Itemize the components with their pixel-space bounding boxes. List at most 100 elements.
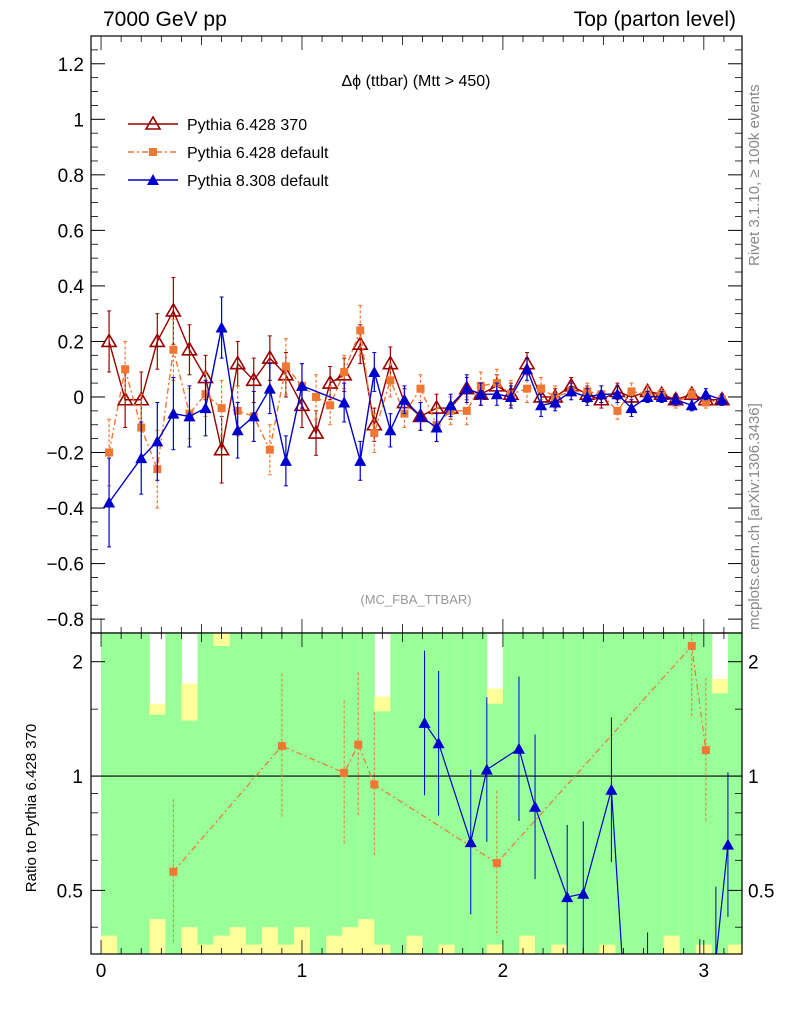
ratio-series-pythia-8-308-default: [418, 650, 734, 954]
data-point: [685, 399, 698, 411]
ratio-y-tick-label-right: 1: [748, 767, 759, 788]
data-point: [229, 355, 247, 370]
data-point: [121, 365, 130, 374]
y-tick-label: −0.8: [46, 610, 84, 631]
data-point: [103, 496, 116, 508]
uncertainty-band-inner: [117, 633, 134, 954]
data-point: [549, 396, 562, 408]
main-panel: −0.8 −0.6 −0.4 −0.2 0 0.2 0.4 0.6 0.8 1 1.2 Δϕ (tt…: [46, 35, 743, 634]
data-point: [247, 410, 260, 422]
ratio-point: [721, 838, 734, 850]
data-point: [312, 392, 321, 401]
uncertainty-band-inner: [101, 633, 118, 936]
data-point: [116, 391, 134, 406]
data-point: [386, 376, 395, 385]
data-point: [521, 363, 534, 375]
x-tick-label: 3: [699, 961, 710, 982]
uncertainty-band-inner: [583, 633, 600, 954]
data-point: [595, 388, 608, 400]
uncertainty-band-inner: [727, 633, 742, 945]
data-point: [490, 388, 503, 400]
uncertainty-band-inner: [293, 633, 311, 928]
data-point: [261, 349, 279, 364]
data-point: [135, 452, 148, 464]
ratio-point: [354, 740, 363, 749]
data-point: [215, 321, 228, 333]
legend-entry-pythia-6-428-370: Pythia 6.428 370: [128, 115, 307, 134]
uncertainty-band-inner: [133, 633, 150, 954]
data-point: [326, 401, 335, 410]
data-point: [715, 393, 728, 405]
data-point: [281, 362, 290, 371]
legend-marker: [147, 174, 159, 185]
uncertainty-band-inner: [663, 633, 681, 936]
data-point: [340, 367, 349, 376]
uncertainty-band-inner: [567, 633, 584, 954]
uncertainty-band-inner: [679, 633, 697, 954]
data-point: [416, 384, 425, 393]
data-point: [354, 454, 367, 466]
data-point: [474, 388, 487, 400]
data-point: [701, 398, 710, 407]
data-point: [537, 384, 546, 393]
data-point: [279, 454, 292, 466]
data-point: [217, 404, 226, 413]
x-tick-label: 0: [96, 961, 107, 982]
uncertainty-band-inner: [486, 703, 504, 945]
legend-entry-pythia-8-308-default: Pythia 8.308 default: [128, 173, 329, 190]
ratio-point: [480, 763, 493, 775]
data-point: [351, 335, 369, 351]
y-tick-label: 1: [73, 110, 84, 131]
uncertainty-band-inner: [438, 633, 456, 945]
x-tick-label: 2: [498, 961, 509, 982]
data-point: [181, 341, 198, 356]
data-point: [231, 424, 244, 436]
series-line: [108, 327, 723, 503]
ratio-point: [701, 746, 710, 755]
ratio-point: [561, 891, 574, 903]
legend-marker: [149, 148, 157, 156]
uncertainty-band-inner: [374, 711, 391, 945]
data-point: [669, 393, 682, 405]
ratio-point: [418, 716, 431, 728]
rivet-version-label: Rivet 3.1.10, ≥ 100k events: [746, 84, 763, 266]
data-point: [164, 302, 182, 317]
data-point: [444, 399, 457, 411]
ratio-point: [529, 800, 542, 812]
y-tick-label: −0.6: [46, 555, 84, 576]
data-point: [199, 402, 212, 414]
header-process-label: Top (parton level): [573, 8, 736, 31]
uncertainty-band-inner: [615, 633, 632, 954]
uncertainty-band-inner: [631, 633, 649, 954]
ratio-point: [464, 836, 477, 848]
data-point: [414, 410, 427, 422]
y-tick-label: −0.2: [46, 444, 84, 465]
uncertainty-band-inner: [149, 714, 166, 920]
data-point: [265, 445, 274, 454]
data-point: [581, 390, 594, 402]
data-point: [370, 429, 379, 438]
y-tick-label: 0.2: [58, 332, 84, 353]
ratio-point: [340, 768, 349, 777]
series-pythia-6-428-370: [100, 277, 731, 484]
uncertainty-band-inner: [454, 633, 472, 954]
ratio-y-tick-label: 1: [72, 767, 83, 788]
ratio-point: [370, 780, 379, 789]
ratio-point: [687, 641, 696, 650]
uncertainty-band-inner: [406, 633, 424, 936]
legend-label: Pythia 6.428 370: [187, 117, 307, 134]
uncertainty-band-inner: [245, 633, 263, 945]
data-point: [384, 424, 397, 436]
data-point: [213, 441, 230, 456]
uncertainty-band-inner: [647, 633, 665, 954]
data-point: [699, 388, 712, 400]
y-tick-label: 0: [73, 388, 84, 409]
data-point: [356, 326, 365, 335]
ratio-point: [605, 783, 618, 795]
uncertainty-band-inner: [342, 633, 359, 928]
uncertainty-band-inner: [422, 633, 440, 954]
analysis-label: (MC_FBA_TTBAR): [360, 592, 471, 607]
data-point: [183, 410, 196, 422]
data-point: [245, 371, 263, 387]
